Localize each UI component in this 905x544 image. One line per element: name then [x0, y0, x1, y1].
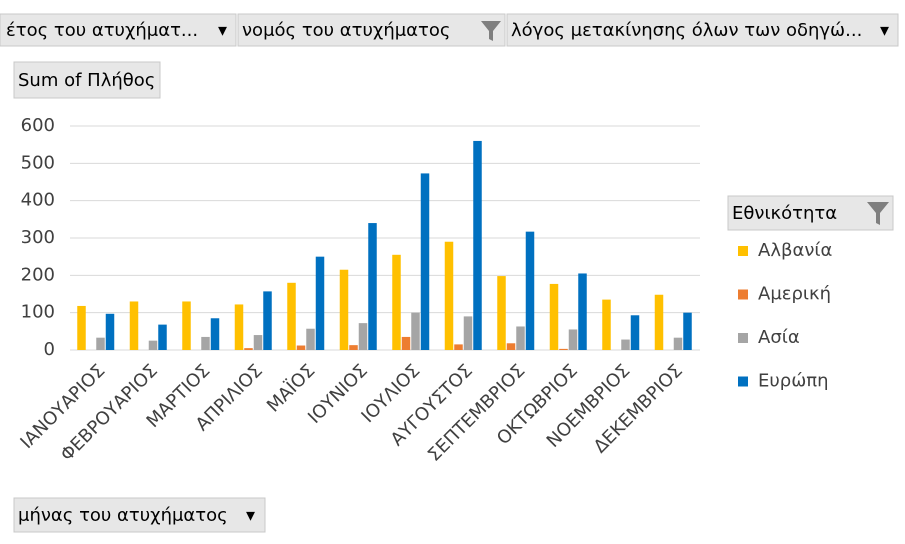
dropdown-arrow: ▾ — [880, 20, 889, 41]
filter-button[interactable] — [0, 13, 237, 47]
y-tick-label: 100 — [21, 302, 55, 323]
filter-button[interactable] — [237, 13, 506, 47]
bar — [525, 231, 535, 350]
y-tick-label: 200 — [21, 264, 55, 285]
legend-swatch — [738, 376, 748, 387]
bar — [296, 345, 306, 350]
bar — [454, 344, 463, 350]
y-tick-label: 500 — [21, 152, 55, 173]
value-field-label: Sum of Πλήθος — [18, 70, 155, 91]
legend-label: Ασία — [758, 327, 800, 348]
legend-title: Εθνικότητα — [732, 203, 837, 224]
legend-label: Αμερική — [758, 284, 831, 305]
legend-label: Αλβανία — [758, 240, 832, 261]
axis-field-button[interactable] — [13, 497, 266, 533]
bar — [358, 323, 368, 350]
y-tick-label: 600 — [21, 115, 55, 136]
bar — [263, 291, 272, 350]
filter-label: λόγος μετακίνησης όλων των οδηγώ... — [511, 20, 862, 41]
bar — [602, 299, 611, 350]
bar — [516, 326, 525, 350]
dropdown-arrow: ▾ — [218, 20, 227, 41]
bar — [182, 301, 191, 350]
bar — [201, 336, 210, 350]
filter-icon — [867, 202, 889, 225]
bar — [654, 294, 664, 350]
legend-field-button[interactable] — [727, 195, 894, 231]
bar — [253, 335, 263, 350]
bar — [411, 312, 420, 350]
bar — [559, 348, 568, 350]
bar — [158, 324, 167, 350]
bar — [444, 241, 454, 350]
bar — [621, 339, 630, 350]
filter-label: νομός του ατυχήματος — [242, 20, 450, 41]
y-tick-label: 300 — [21, 227, 55, 248]
bar — [506, 343, 516, 350]
bar — [287, 282, 296, 350]
bar — [630, 315, 640, 350]
filter-label: έτος του ατυχήματ... — [6, 20, 198, 41]
bar — [420, 173, 430, 350]
bar — [315, 256, 325, 350]
bar — [392, 254, 401, 350]
bar — [473, 140, 482, 350]
dropdown-arrow: ▾ — [246, 505, 255, 526]
bar — [77, 305, 86, 350]
bar — [148, 340, 158, 350]
bar — [568, 329, 578, 350]
bar — [673, 337, 683, 350]
filter-icon — [481, 21, 501, 41]
legend-swatch — [738, 246, 748, 256]
bar — [105, 313, 115, 350]
bar — [339, 269, 349, 350]
bar — [368, 223, 377, 350]
bar — [244, 348, 253, 350]
bar — [96, 337, 105, 350]
legend-swatch — [738, 333, 748, 343]
legend-label: Ευρώπη — [758, 371, 829, 392]
bar — [306, 328, 315, 350]
y-tick-label: 400 — [21, 190, 55, 211]
bar — [129, 301, 139, 350]
bar — [549, 283, 559, 350]
bar — [578, 273, 587, 350]
bar — [234, 304, 244, 350]
bar — [349, 345, 358, 350]
bar — [210, 318, 220, 350]
bar — [401, 336, 411, 350]
value-field-button[interactable] — [13, 61, 161, 99]
bar — [463, 316, 473, 350]
bar — [683, 312, 692, 350]
y-tick-label: 0 — [44, 339, 55, 360]
filter-button[interactable] — [506, 13, 899, 47]
bar — [497, 276, 506, 350]
axis-field-label: μήνας του ατυχήματος — [18, 505, 228, 526]
legend-swatch — [738, 289, 748, 300]
